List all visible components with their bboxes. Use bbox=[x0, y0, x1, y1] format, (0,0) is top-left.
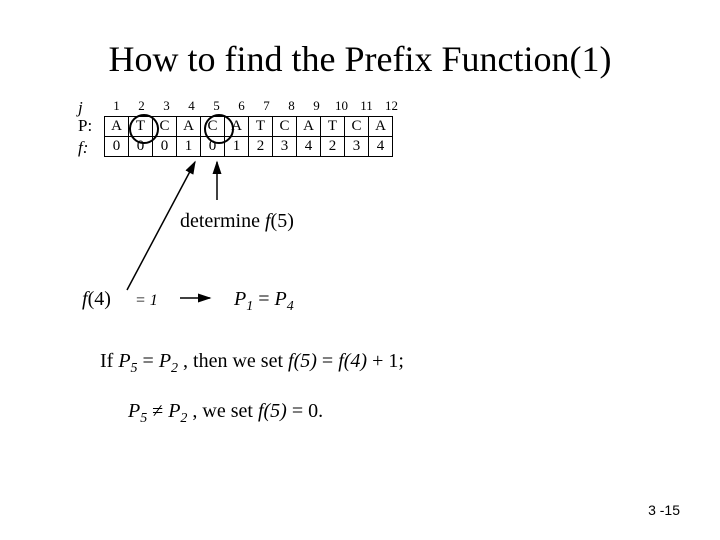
p1-sub: 1 bbox=[246, 299, 253, 314]
neq-a-base: P bbox=[128, 400, 140, 422]
highlight-circle bbox=[204, 114, 234, 144]
neq-b-sub: 2 bbox=[180, 411, 187, 426]
p-cell: C bbox=[345, 117, 369, 137]
if-f5: f(5) bbox=[288, 350, 317, 372]
row-label-f: f: bbox=[78, 138, 88, 158]
p-cell: T bbox=[249, 117, 273, 137]
index-cell: 5 bbox=[204, 98, 229, 114]
row-label-j: j bbox=[78, 98, 83, 118]
f-cell: 0 bbox=[153, 137, 177, 157]
f-cell: 2 bbox=[321, 137, 345, 157]
index-cell: 4 bbox=[179, 98, 204, 114]
f-cell: 1 bbox=[177, 137, 201, 157]
p1-base: P bbox=[234, 288, 246, 310]
slide-title: How to find the Prefix Function(1) bbox=[0, 38, 720, 80]
neq-a-sub: 5 bbox=[140, 411, 147, 426]
p-cell: A bbox=[369, 117, 393, 137]
neq-line: P5 ≠ P2 , we set f(5) = 0. bbox=[128, 400, 323, 427]
f-cell: 3 bbox=[345, 137, 369, 157]
page-number: 3 -15 bbox=[648, 502, 680, 518]
if-a-sub: 5 bbox=[131, 361, 138, 376]
if-a-base: P bbox=[118, 350, 130, 372]
f4-text: f(4) bbox=[82, 288, 111, 311]
f-cell: 0 bbox=[105, 137, 129, 157]
determine-arg: (5) bbox=[271, 210, 294, 232]
f-cell: 4 bbox=[369, 137, 393, 157]
f4-arg: (4) bbox=[88, 288, 111, 310]
if-mid: , then we set bbox=[183, 350, 288, 372]
index-cell: 6 bbox=[229, 98, 254, 114]
index-cell: 12 bbox=[379, 98, 404, 114]
neq-mid: , we set bbox=[192, 400, 258, 422]
index-cell: 8 bbox=[279, 98, 304, 114]
p-cell: C bbox=[273, 117, 297, 137]
index-cell: 1 bbox=[104, 98, 129, 114]
if-b-base: P bbox=[159, 350, 171, 372]
p-cell: A bbox=[177, 117, 201, 137]
p-cell: A bbox=[297, 117, 321, 137]
index-cell: 11 bbox=[354, 98, 379, 114]
arrows-overlay bbox=[0, 0, 720, 540]
neq-b-base: P bbox=[168, 400, 180, 422]
index-cell: 7 bbox=[254, 98, 279, 114]
if-b-sub: 2 bbox=[171, 361, 178, 376]
neq-f5: f(5) bbox=[258, 400, 287, 422]
index-row: 123456789101112 bbox=[104, 98, 404, 114]
highlight-circle bbox=[129, 114, 159, 144]
if-line: If P5 = P2 , then we set f(5) = f(4) + 1… bbox=[100, 350, 404, 377]
neq-zero: = 0. bbox=[292, 400, 323, 422]
p-cell: A bbox=[105, 117, 129, 137]
if-word: If bbox=[100, 350, 118, 372]
determine-text: determine f(5) bbox=[180, 210, 294, 233]
eq1-text: = 1 bbox=[135, 292, 158, 310]
f-cell: 2 bbox=[249, 137, 273, 157]
determine-word: determine bbox=[180, 210, 265, 232]
p-cell: T bbox=[321, 117, 345, 137]
p1-eq-p4: P1 = P4 bbox=[234, 288, 294, 315]
slide: How to find the Prefix Function(1) j P: … bbox=[0, 0, 720, 540]
if-plus1: + 1; bbox=[372, 350, 404, 372]
index-cell: 10 bbox=[329, 98, 354, 114]
index-cell: 9 bbox=[304, 98, 329, 114]
p4-sub: 4 bbox=[287, 299, 294, 314]
index-cell: 2 bbox=[129, 98, 154, 114]
f-cell: 4 bbox=[297, 137, 321, 157]
row-label-p: P: bbox=[78, 116, 92, 136]
index-cell: 3 bbox=[154, 98, 179, 114]
if-f4: f(4) bbox=[338, 350, 367, 372]
f-cell: 3 bbox=[273, 137, 297, 157]
p4-base: P bbox=[275, 288, 287, 310]
